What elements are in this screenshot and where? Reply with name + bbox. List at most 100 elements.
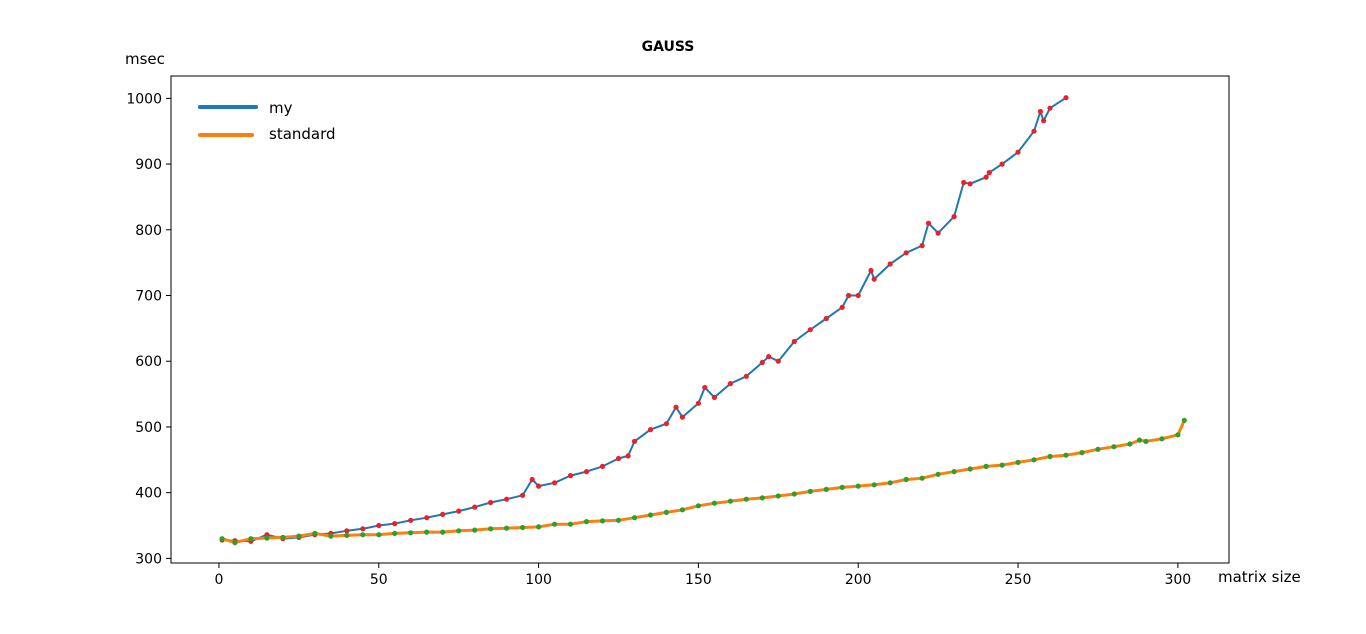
series-point-my bbox=[903, 250, 909, 256]
series-point-my bbox=[567, 473, 574, 479]
series-point-standard bbox=[1136, 437, 1143, 443]
series-point-my bbox=[472, 504, 478, 510]
legend-box bbox=[188, 92, 358, 154]
series-point-my bbox=[807, 327, 813, 333]
y-axis-title: msec bbox=[125, 50, 165, 68]
series-point-my bbox=[440, 511, 446, 517]
series-point-my bbox=[775, 358, 781, 364]
series-point-my bbox=[1031, 128, 1037, 134]
series-point-my bbox=[967, 181, 973, 187]
series-point-my bbox=[855, 292, 861, 299]
series-point-my bbox=[766, 354, 772, 360]
series-point-my bbox=[961, 179, 967, 186]
series-point-standard bbox=[1111, 444, 1117, 450]
series-point-standard bbox=[456, 528, 462, 534]
series-point-standard bbox=[1159, 436, 1165, 442]
series-point-standard bbox=[647, 512, 654, 518]
series-point-my bbox=[983, 174, 989, 180]
series-point-my bbox=[1015, 149, 1021, 155]
series-point-standard bbox=[1127, 441, 1133, 447]
series-point-standard bbox=[903, 476, 909, 483]
series-point-my bbox=[552, 480, 558, 486]
series-point-my bbox=[504, 496, 510, 502]
series-point-standard bbox=[1143, 438, 1149, 444]
y-tick-label: 800 bbox=[135, 223, 162, 239]
series-point-standard bbox=[1175, 432, 1181, 438]
series-point-standard bbox=[695, 503, 702, 509]
series-point-my bbox=[456, 508, 462, 514]
plot-frame bbox=[170, 75, 1230, 564]
series-point-my bbox=[615, 455, 622, 462]
series-point-my bbox=[408, 517, 414, 523]
series-point-standard bbox=[280, 534, 286, 541]
series-point-standard bbox=[440, 529, 446, 535]
series-point-my bbox=[529, 476, 535, 483]
series-point-my bbox=[360, 526, 366, 532]
series-point-my bbox=[1063, 95, 1069, 101]
series-point-standard bbox=[919, 475, 925, 481]
x-tick-label: 50 bbox=[370, 572, 388, 588]
series-point-standard bbox=[951, 469, 957, 475]
series-point-standard bbox=[807, 488, 813, 494]
series-point-my bbox=[679, 414, 686, 420]
legend-label-standard: standard bbox=[269, 125, 336, 143]
legend-label-my: my bbox=[269, 99, 293, 117]
series-point-standard bbox=[855, 483, 861, 489]
series-point-standard bbox=[743, 496, 749, 502]
series-point-my bbox=[919, 243, 925, 249]
series-point-standard bbox=[871, 482, 877, 488]
series-point-standard bbox=[328, 533, 334, 539]
series-point-my bbox=[695, 400, 702, 406]
series-point-my bbox=[376, 522, 382, 529]
series-point-standard bbox=[839, 484, 845, 490]
series-point-standard bbox=[1015, 459, 1021, 465]
series-point-my bbox=[951, 214, 957, 220]
series-point-standard bbox=[967, 466, 973, 472]
series-point-my bbox=[791, 338, 797, 345]
series-point-standard bbox=[759, 495, 765, 501]
series-point-my bbox=[647, 427, 654, 433]
series-point-standard bbox=[615, 517, 622, 523]
series-point-my bbox=[599, 463, 606, 469]
x-tick-label: 0 bbox=[214, 572, 223, 588]
series-point-standard bbox=[1095, 446, 1101, 452]
series-point-my bbox=[663, 421, 670, 427]
series-point-standard bbox=[296, 533, 302, 539]
series-point-my bbox=[759, 359, 765, 366]
series-point-standard bbox=[472, 527, 478, 533]
y-tick-label: 700 bbox=[135, 289, 162, 305]
series-point-my bbox=[392, 521, 398, 527]
series-point-standard bbox=[791, 491, 797, 497]
series-point-my bbox=[711, 394, 718, 400]
series-point-my bbox=[887, 261, 893, 267]
series-point-my bbox=[1037, 108, 1043, 115]
series-point-standard bbox=[264, 535, 270, 541]
series-point-my bbox=[743, 373, 749, 379]
y-tick-label: 600 bbox=[135, 354, 162, 370]
series-point-standard bbox=[887, 480, 893, 486]
series-point-my bbox=[999, 161, 1005, 167]
series-point-my bbox=[846, 292, 852, 299]
series-point-standard bbox=[312, 530, 318, 537]
series-point-standard bbox=[520, 524, 526, 531]
series-point-my bbox=[488, 499, 494, 506]
x-tick-label: 100 bbox=[525, 572, 552, 588]
series-point-standard bbox=[376, 532, 382, 538]
series-point-my bbox=[1041, 118, 1047, 124]
legend: my standard bbox=[188, 92, 358, 154]
series-point-standard bbox=[1181, 417, 1187, 423]
series-point-standard bbox=[631, 515, 638, 521]
series-point-standard bbox=[1079, 450, 1085, 456]
series-point-my bbox=[631, 438, 638, 444]
y-tick-label: 500 bbox=[135, 420, 162, 436]
series-point-my bbox=[839, 304, 845, 310]
series-point-standard bbox=[219, 536, 225, 542]
series-point-standard bbox=[408, 530, 414, 536]
series-point-my bbox=[424, 515, 430, 521]
series-point-standard bbox=[488, 526, 494, 532]
x-tick-label: 150 bbox=[685, 572, 712, 588]
series-point-standard bbox=[424, 529, 430, 535]
series-point-standard bbox=[599, 518, 606, 524]
y-tick-label: 900 bbox=[135, 157, 162, 173]
